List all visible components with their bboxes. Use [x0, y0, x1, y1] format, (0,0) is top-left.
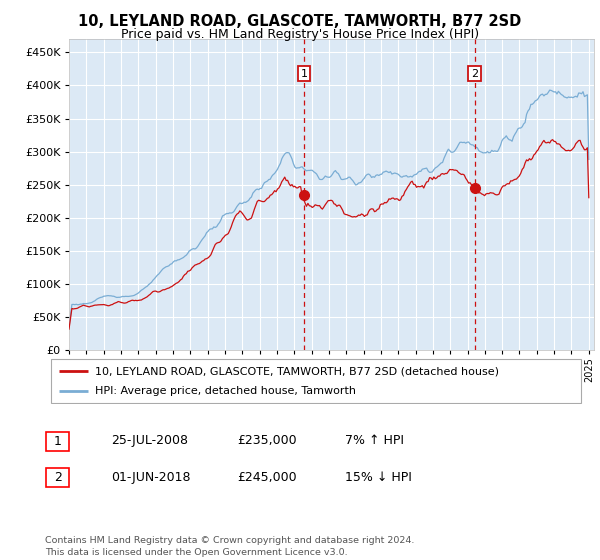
FancyBboxPatch shape: [46, 468, 69, 487]
Text: 01-JUN-2018: 01-JUN-2018: [111, 470, 191, 484]
Text: 10, LEYLAND ROAD, GLASCOTE, TAMWORTH, B77 2SD (detached house): 10, LEYLAND ROAD, GLASCOTE, TAMWORTH, B7…: [95, 366, 499, 376]
Text: 15% ↓ HPI: 15% ↓ HPI: [345, 470, 412, 484]
Text: 1: 1: [53, 435, 62, 448]
FancyBboxPatch shape: [46, 432, 69, 451]
Text: Price paid vs. HM Land Registry's House Price Index (HPI): Price paid vs. HM Land Registry's House …: [121, 28, 479, 41]
FancyBboxPatch shape: [50, 360, 581, 403]
Text: 2: 2: [471, 68, 478, 78]
Text: Contains HM Land Registry data © Crown copyright and database right 2024.
This d: Contains HM Land Registry data © Crown c…: [45, 536, 415, 557]
Text: £235,000: £235,000: [237, 434, 296, 447]
Text: 25-JUL-2008: 25-JUL-2008: [111, 434, 188, 447]
Text: 2: 2: [53, 471, 62, 484]
Text: 7% ↑ HPI: 7% ↑ HPI: [345, 434, 404, 447]
Text: £245,000: £245,000: [237, 470, 296, 484]
Text: 1: 1: [301, 68, 308, 78]
Text: HPI: Average price, detached house, Tamworth: HPI: Average price, detached house, Tamw…: [95, 386, 356, 396]
Text: 10, LEYLAND ROAD, GLASCOTE, TAMWORTH, B77 2SD: 10, LEYLAND ROAD, GLASCOTE, TAMWORTH, B7…: [79, 14, 521, 29]
